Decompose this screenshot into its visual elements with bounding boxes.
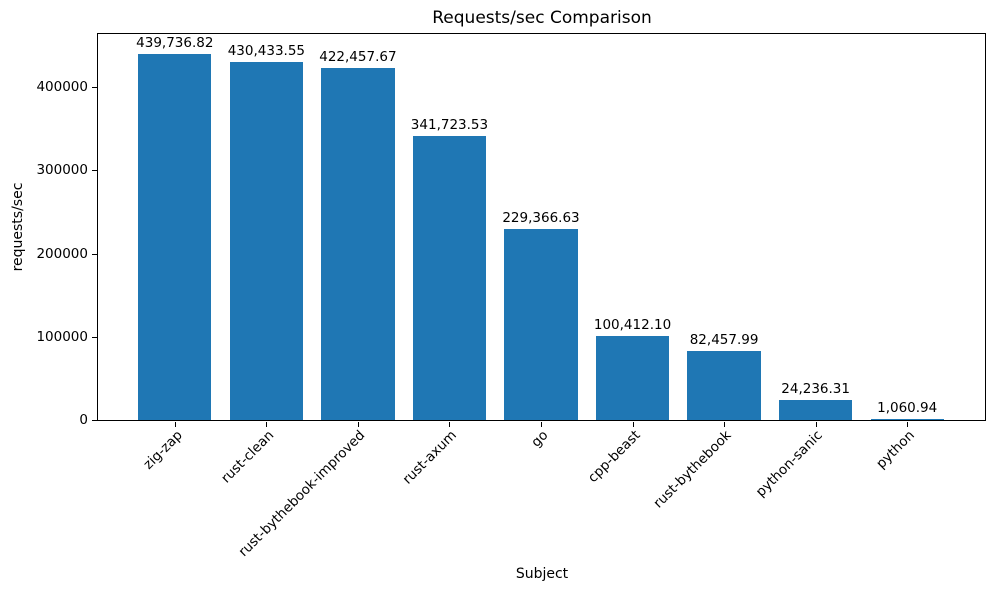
x-tick-mark xyxy=(815,422,817,427)
y-tick-label: 200000 xyxy=(36,245,88,262)
y-tick-label: 100000 xyxy=(36,328,88,345)
y-tick-label: 300000 xyxy=(36,162,88,179)
bar-value-label: 439,736.82 xyxy=(136,34,214,51)
x-tick-label-python: python xyxy=(873,427,918,473)
x-tick-label-go: go xyxy=(528,427,552,451)
bar-value-label: 341,723.53 xyxy=(410,116,489,133)
x-axis-label: Subject xyxy=(515,566,569,582)
x-tick-mark xyxy=(724,422,726,427)
bar-python xyxy=(870,419,944,420)
bar-python-sanic xyxy=(779,399,853,420)
x-tick-label-zig-zap: zig-zap xyxy=(140,427,186,473)
y-tick-mark xyxy=(92,87,97,88)
x-tick-mark xyxy=(907,422,909,427)
y-tick-mark xyxy=(92,336,97,338)
x-tick-label-python-sanic: python-sanic xyxy=(753,427,827,501)
x-tick-mark xyxy=(541,422,542,427)
bar-rust-clean xyxy=(229,61,303,420)
y-tick-mark xyxy=(92,420,97,421)
bar-rust-bythebook-improved xyxy=(321,68,395,420)
bar-value-label: 422,457.67 xyxy=(319,49,397,66)
x-tick-label-rust-bythebook: rust-bythebook xyxy=(650,427,735,512)
bar-rust-axum xyxy=(412,135,487,420)
bar-value-label: 229,366.63 xyxy=(502,210,580,227)
bar-value-label: 24,236.31 xyxy=(781,380,850,397)
y-tick-mark xyxy=(92,253,97,255)
bar-value-label: 1,060.94 xyxy=(877,400,938,416)
bar-cpp-beast xyxy=(595,336,670,420)
x-tick-mark xyxy=(266,422,268,427)
y-tick-mark xyxy=(92,170,97,172)
bar-value-label: 82,457.99 xyxy=(689,332,759,349)
x-tick-label-cpp-beast: cpp-beast xyxy=(584,427,644,486)
x-tick-label-rust-clean: rust-clean xyxy=(217,427,277,487)
x-tick-label-rust-axum: rust-axum xyxy=(399,427,461,488)
x-tick-mark xyxy=(632,422,634,427)
x-tick-mark xyxy=(174,422,176,427)
bar-rust-bythebook xyxy=(687,351,761,420)
y-tick-label: 400000 xyxy=(36,79,88,95)
chart-title: Requests/sec Comparison xyxy=(432,8,652,28)
bar-go xyxy=(504,229,578,420)
x-tick-mark xyxy=(449,422,451,427)
y-tick-label: 0 xyxy=(79,412,88,428)
x-tick-mark xyxy=(357,422,359,427)
bar-value-label: 430,433.55 xyxy=(227,42,305,59)
bar-zig-zap xyxy=(138,53,212,420)
bar-value-label: 100,412.10 xyxy=(593,317,672,334)
plot-area xyxy=(97,33,986,421)
